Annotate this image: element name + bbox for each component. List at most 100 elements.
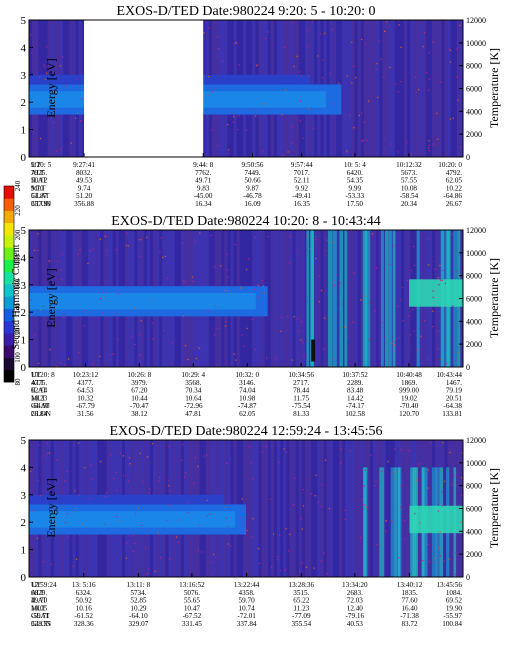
spectrogram-column bbox=[354, 440, 358, 577]
colorbar-swatch bbox=[4, 210, 14, 224]
speckle bbox=[402, 320, 404, 322]
speckle bbox=[61, 253, 64, 255]
orbit-table-cell: 9:20: 5 bbox=[31, 161, 52, 169]
orbit-table-cell: 1869. bbox=[401, 379, 417, 387]
orbit-table-cell: -74.87 bbox=[238, 402, 257, 410]
spectrogram-column bbox=[432, 20, 436, 157]
orbit-table-cell: -75.54 bbox=[292, 402, 311, 410]
speckle bbox=[48, 452, 51, 454]
speckle bbox=[255, 115, 257, 117]
speckle bbox=[105, 492, 108, 494]
speckle bbox=[183, 280, 185, 282]
spectrogram-column bbox=[277, 440, 281, 577]
orbit-table-cell: 9:50:56 bbox=[241, 161, 263, 169]
spectrogram-column bbox=[311, 440, 315, 577]
speckle bbox=[317, 501, 320, 503]
speckle bbox=[266, 357, 268, 359]
spectrogram-column bbox=[289, 440, 293, 577]
orbit-table-cell: 6324. bbox=[76, 589, 92, 597]
speckle bbox=[119, 452, 121, 454]
y2-tick-label: 12000 bbox=[466, 226, 486, 235]
spectrogram-column bbox=[326, 440, 330, 577]
orbit-table-cell: 52.85 bbox=[130, 597, 147, 605]
orbit-table-cell: 10.32 bbox=[77, 394, 94, 402]
speckle bbox=[408, 450, 410, 452]
spectrogram-column bbox=[308, 440, 312, 577]
speckle bbox=[397, 91, 399, 93]
spectrogram-column bbox=[292, 230, 296, 367]
orbit-table-cell: 13: 5:16 bbox=[72, 581, 96, 589]
speckle bbox=[412, 309, 414, 311]
speckle bbox=[315, 239, 317, 241]
speckle bbox=[87, 262, 89, 265]
orbit-table-cell: 331.45 bbox=[182, 620, 202, 628]
speckle bbox=[400, 485, 402, 487]
orbit-table-cell: 1835. bbox=[401, 589, 417, 597]
speckle bbox=[233, 43, 235, 45]
speckle bbox=[324, 32, 326, 34]
orbit-table-cell: 67.20 bbox=[131, 387, 148, 395]
spectrogram-column bbox=[428, 20, 433, 157]
panel-3: EXOS-D/TED Date:980224 12:59:24 - 13:45:… bbox=[21, 424, 502, 628]
speckle bbox=[431, 260, 433, 262]
speckle bbox=[230, 111, 233, 114]
speckle bbox=[207, 310, 209, 313]
speckle bbox=[318, 301, 320, 303]
speckle bbox=[51, 107, 53, 109]
orbit-table-cell: 1084. bbox=[446, 589, 462, 597]
colorbar-tick-label: 140 bbox=[14, 303, 22, 314]
speckle bbox=[448, 48, 450, 50]
orbit-row-label: MLT bbox=[31, 184, 46, 192]
speckle bbox=[256, 63, 259, 66]
speckle bbox=[42, 305, 45, 307]
speckle bbox=[66, 513, 68, 515]
spectrogram-column bbox=[447, 20, 451, 157]
speckle bbox=[359, 537, 362, 539]
speckle bbox=[243, 345, 245, 347]
speckle bbox=[341, 303, 343, 305]
activity-streak bbox=[398, 467, 401, 577]
speckle bbox=[440, 279, 442, 281]
orbit-table-cell: 13:45:56 bbox=[436, 581, 462, 589]
speckle bbox=[428, 78, 431, 80]
speckle bbox=[77, 253, 79, 255]
speckle bbox=[320, 289, 323, 292]
speckle bbox=[203, 455, 206, 457]
speckle bbox=[346, 75, 348, 77]
speckle bbox=[45, 455, 47, 457]
spectrogram-column bbox=[404, 230, 408, 367]
speckle bbox=[374, 310, 376, 312]
orbit-table-cell: -55.97 bbox=[443, 612, 462, 620]
speckle bbox=[428, 52, 430, 54]
speckle bbox=[289, 236, 292, 238]
speckle bbox=[383, 231, 385, 233]
y-tick-label: 1 bbox=[21, 335, 27, 347]
speckle bbox=[164, 255, 167, 257]
spectrogram-column bbox=[295, 440, 299, 577]
speckle bbox=[116, 489, 118, 491]
activity-streak bbox=[385, 230, 389, 367]
speckle bbox=[435, 440, 438, 442]
speckle bbox=[140, 320, 142, 322]
speckle bbox=[104, 495, 107, 498]
speckle bbox=[289, 262, 291, 264]
orbit-table-cell: 3146. bbox=[239, 379, 255, 387]
panel-1-title: EXOS-D/TED Date:980224 9:20: 5 - 10:20: … bbox=[117, 4, 376, 19]
speckle bbox=[351, 321, 354, 323]
speckle bbox=[350, 230, 353, 232]
speckle bbox=[408, 315, 410, 318]
orbit-table-cell: 83.48 bbox=[347, 387, 364, 395]
orbit-table-cell: 10:43:44 bbox=[436, 371, 462, 379]
speckle bbox=[89, 250, 91, 252]
colorbar-swatch bbox=[4, 296, 14, 309]
speckle bbox=[376, 63, 378, 65]
spectrogram-column bbox=[366, 20, 371, 157]
activity-streak bbox=[362, 230, 368, 367]
spectrogram-column bbox=[270, 440, 275, 577]
orbit-table-cell: 17.50 bbox=[347, 200, 364, 208]
speckle bbox=[64, 480, 66, 482]
speckle bbox=[293, 316, 295, 318]
orbit-table-cell: 4792. bbox=[446, 169, 462, 177]
speckle bbox=[53, 307, 55, 309]
speckle bbox=[302, 137, 304, 139]
